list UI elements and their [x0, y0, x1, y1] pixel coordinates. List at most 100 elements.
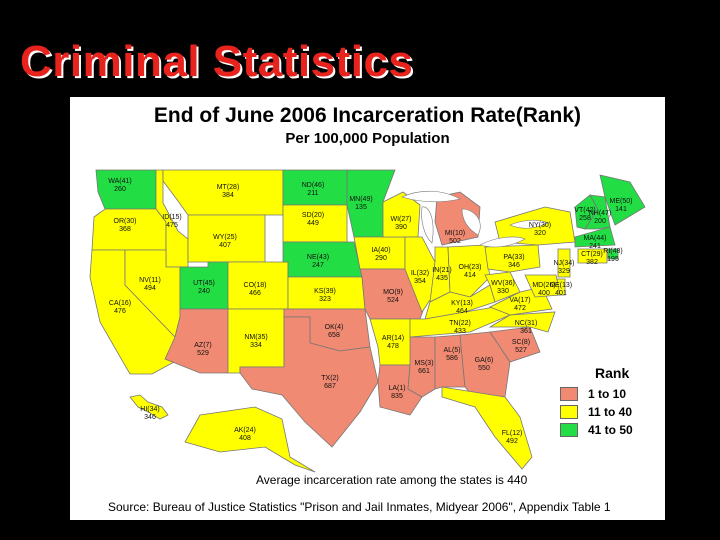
state-rate-label: 478 [387, 343, 399, 350]
state-rank-label: WY(25) [213, 234, 237, 241]
state-rate-label: 241 [589, 243, 601, 250]
state-rate-label: 401 [555, 290, 567, 297]
state-rank-label: MN(49) [349, 196, 372, 203]
state-rank-label: MD(26) [532, 282, 555, 289]
canada-background [400, 157, 630, 187]
state-rank-label: ND(46) [302, 182, 325, 189]
state-rate-label: 368 [119, 226, 131, 233]
state-rank-label: HI(34) [140, 406, 159, 413]
state-md [524, 274, 561, 298]
state-rate-label: 466 [249, 290, 261, 297]
state-rate-label: 400 [538, 290, 550, 297]
state-rate-label: 390 [395, 224, 407, 231]
state-ct [577, 248, 608, 264]
state-rank-label: NM(35) [244, 334, 267, 341]
state-rank-label: GA(6) [475, 357, 494, 364]
state-nj [557, 248, 571, 278]
map-subtitle: Per 100,000 Population [285, 130, 450, 147]
state-rate-label: 240 [198, 288, 210, 295]
state-rate-label: 195 [607, 256, 619, 263]
state-rate-label: 502 [449, 238, 461, 245]
state-rank-label: NH(47) [589, 210, 612, 217]
state-rank-label: IA(40) [371, 247, 390, 254]
state-rank-label: TN(22) [449, 320, 471, 327]
state-rate-label: 361 [520, 328, 532, 335]
lake-ontario [509, 219, 549, 229]
state-shapes [89, 169, 646, 473]
state-rank-label: NC(31) [515, 320, 538, 327]
lake-michigan [421, 206, 434, 244]
state-rate-label: 529 [197, 350, 209, 357]
state-rate-label: 550 [478, 365, 490, 372]
state-rank-label: WI(27) [391, 216, 412, 223]
state-rank-label: NV(11) [139, 277, 161, 284]
state-nc [488, 311, 556, 333]
state-rate-label: 382 [586, 259, 598, 266]
state-rate-label: 334 [250, 342, 262, 349]
state-ri [607, 248, 619, 260]
state-rank-label: RI(48) [603, 248, 622, 255]
state-rank-label: IN(21) [432, 267, 451, 274]
state-wv [484, 271, 521, 303]
state-rank-label: KS(39) [314, 288, 336, 295]
state-rank-label: NY(30) [529, 222, 551, 229]
state-sc [489, 326, 541, 363]
state-rank-label: CT(29) [581, 251, 603, 258]
state-rate-label: 475 [166, 222, 178, 229]
legend-swatch [560, 423, 578, 437]
state-rate-label: 329 [558, 268, 570, 275]
state-rank-label: AK(24) [234, 427, 256, 434]
state-rank-label: VT(42) [574, 207, 595, 214]
state-rank-label: WV(36) [491, 280, 515, 287]
state-pa [484, 244, 541, 273]
state-rank-label: AZ(7) [194, 342, 212, 349]
state-rank-label: ME(50) [610, 198, 633, 205]
state-rate-label: 320 [534, 230, 546, 237]
source-note: Source: Bureau of Justice Statistics "Pr… [108, 500, 611, 514]
average-rate-note: Average incarceration rate among the sta… [256, 473, 528, 487]
state-rate-label: 687 [324, 383, 336, 390]
state-rate-label: 472 [514, 305, 526, 312]
lake-huron [461, 208, 481, 236]
state-rate-label: 141 [615, 206, 627, 213]
state-rank-label: IL(32) [411, 270, 429, 277]
state-rate-label: 408 [239, 435, 251, 442]
state-rate-label: 524 [387, 297, 399, 304]
state-rate-label: 492 [506, 438, 518, 445]
state-oh [447, 244, 491, 298]
state-rank-label: OH(23) [459, 264, 482, 271]
state-rank-label: MI(10) [445, 230, 465, 237]
lake-superior [401, 190, 461, 203]
state-rank-label: MA(44) [584, 235, 607, 242]
state-rate-label: 247 [312, 262, 324, 269]
state-rank-label: NJ(34) [553, 260, 574, 267]
lake-erie [479, 236, 526, 248]
state-rank-label: TX(2) [321, 375, 339, 382]
state-rate-label: 433 [454, 328, 466, 335]
state-rate-label: 476 [114, 308, 126, 315]
state-mi [434, 191, 481, 246]
state-rate-label: 414 [464, 272, 476, 279]
state-al [434, 334, 466, 390]
state-rank-label: MT(28) [217, 184, 240, 191]
state-rate-label: 658 [328, 332, 340, 339]
state-rank-label: OK(4) [325, 324, 344, 331]
state-ma [574, 226, 616, 248]
legend-label: 11 to 40 [588, 405, 633, 419]
state-rank-label: LA(1) [388, 385, 405, 392]
state-rate-label: 494 [144, 285, 156, 292]
state-rank-label: VA(17) [509, 297, 530, 304]
state-fl [441, 386, 533, 470]
map-title: End of June 2006 Incarceration Rate(Rank… [153, 104, 582, 127]
state-tx [239, 316, 379, 448]
state-rank-label: ID(15) [162, 214, 181, 221]
state-wa [95, 169, 157, 210]
state-rate-label: 586 [446, 355, 458, 362]
state-nm [227, 308, 285, 374]
state-rate-label: 323 [319, 296, 331, 303]
state-rate-label: 435 [436, 275, 448, 282]
slide-title: Criminal Statistics [20, 37, 414, 86]
state-rank-label: DE(13) [550, 282, 572, 289]
state-rank-label: NE(43) [307, 254, 329, 261]
state-rate-label: 346 [508, 262, 520, 269]
